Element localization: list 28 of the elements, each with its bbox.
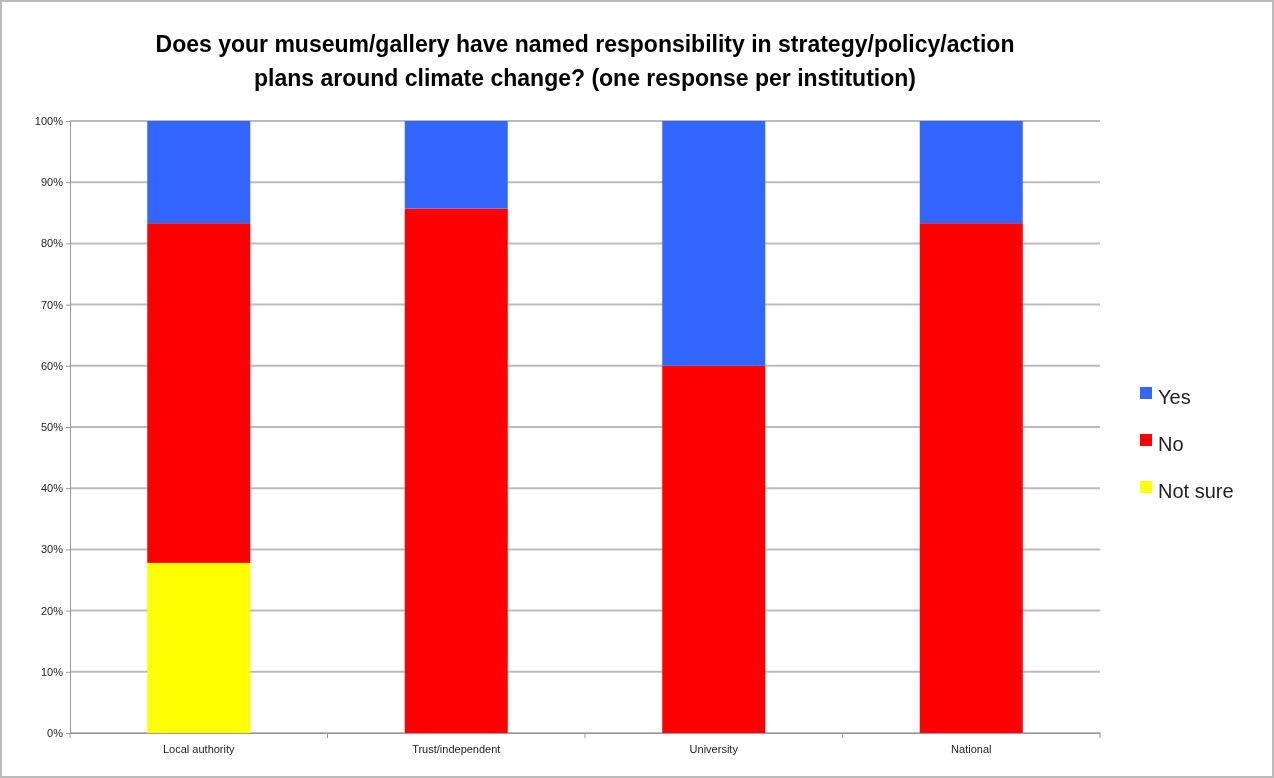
x-tick-label: National — [951, 742, 992, 755]
y-tick-label: 10% — [40, 665, 64, 678]
chart-title: Does your museum/gallery have named responsibility in strategy/policy/action plans around climate change? (one response per institution) — [155, 31, 1015, 91]
legend-label: Not sure — [1158, 480, 1234, 503]
y-tick-label: 20% — [40, 604, 64, 617]
x-tick-label: Local authority — [162, 742, 236, 755]
legend-label: Yes — [1158, 386, 1191, 409]
y-tick-label: 30% — [40, 543, 64, 556]
y-tick-label: 60% — [40, 359, 64, 372]
y-tick-label: 70% — [40, 298, 64, 311]
legend-label: No — [1158, 433, 1184, 456]
bar — [662, 365, 766, 733]
y-tick-label: 0% — [47, 727, 64, 740]
y-tick-label: 80% — [40, 237, 64, 250]
bar — [919, 121, 1023, 224]
x-tick-label: University — [689, 742, 739, 755]
y-tick-label: 90% — [40, 176, 64, 189]
bar — [404, 121, 508, 209]
bar — [147, 121, 251, 224]
bar — [404, 208, 508, 733]
y-tick-label: 40% — [40, 482, 64, 495]
y-tick-label: 50% — [40, 421, 64, 434]
x-tick-label: Trust/independent — [412, 742, 501, 755]
bar — [662, 121, 766, 366]
bar — [147, 223, 251, 563]
bar — [147, 562, 251, 733]
y-tick-label: 100% — [34, 115, 64, 128]
bar — [919, 223, 1023, 733]
